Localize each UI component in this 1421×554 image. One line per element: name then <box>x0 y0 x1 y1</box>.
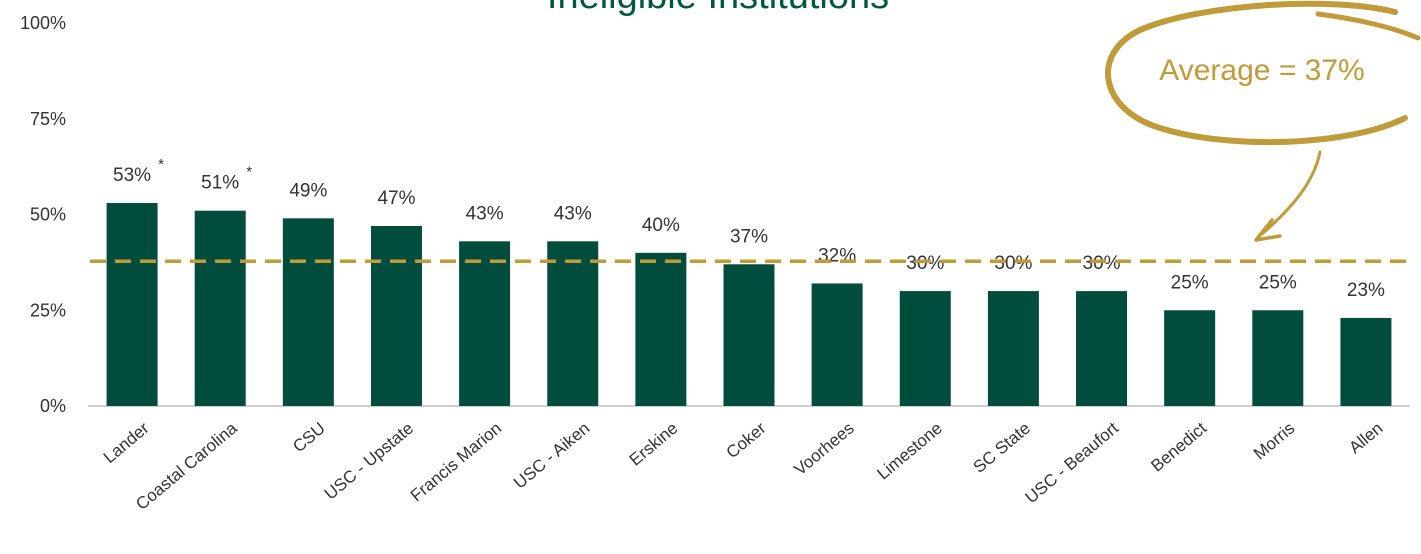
data-label: 49% <box>289 180 327 201</box>
bars <box>106 203 1392 406</box>
category-label: Voorhees <box>790 419 857 480</box>
average-callout-ellipse <box>1105 0 1408 146</box>
category-label: CSU <box>289 419 329 457</box>
category-label: Francis Marion <box>407 419 505 506</box>
data-label: 30% <box>1083 253 1121 274</box>
category-label: SC State <box>970 419 1034 477</box>
bar <box>1164 310 1216 406</box>
data-label: 32% <box>818 245 856 266</box>
y-tick-label: 25% <box>30 300 66 320</box>
category-label: Coker <box>723 418 770 462</box>
y-axis: 0% 25% 50% 75% 100% <box>20 13 66 416</box>
data-label: 25% <box>1171 272 1209 293</box>
bar <box>1252 310 1304 406</box>
bar <box>106 203 158 406</box>
footnote-mark: * <box>158 156 164 173</box>
category-label: USC - Upstate <box>321 419 417 504</box>
category-label: Erskine <box>626 419 682 470</box>
data-label: 30% <box>994 253 1032 274</box>
average-callout-label: Average = 37% <box>1159 54 1364 87</box>
data-label: 53% <box>113 165 151 186</box>
bar <box>811 283 863 406</box>
data-label: 51% <box>201 173 239 194</box>
y-tick-label: 100% <box>20 13 66 33</box>
category-label: USC - Aiken <box>510 419 593 493</box>
bar <box>459 241 511 406</box>
bar <box>1076 291 1128 406</box>
footnote-mark: * <box>246 164 252 181</box>
data-label: 43% <box>554 203 592 224</box>
bar <box>282 218 334 406</box>
data-label: 47% <box>377 188 415 209</box>
bar <box>1340 317 1392 406</box>
data-label: 23% <box>1347 280 1385 301</box>
category-label: Lander <box>100 418 153 467</box>
bar <box>635 252 687 406</box>
data-label: 37% <box>730 226 768 247</box>
y-tick-label: 50% <box>30 205 66 225</box>
data-label: 30% <box>906 253 944 274</box>
y-tick-label: 0% <box>40 396 66 416</box>
bar <box>194 210 246 406</box>
bar <box>987 291 1039 406</box>
data-label: 25% <box>1259 272 1297 293</box>
bar <box>370 225 422 406</box>
data-label: 40% <box>642 215 680 236</box>
data-label: 43% <box>466 203 504 224</box>
average-arrowhead <box>1254 218 1282 242</box>
bar <box>723 264 775 406</box>
category-label: Limestone <box>874 419 946 484</box>
bar <box>547 241 599 406</box>
average-callout-ellipse-inner <box>1315 11 1421 41</box>
y-tick-label: 75% <box>30 109 66 129</box>
category-label: Morris <box>1250 419 1298 464</box>
category-label: USC - Beaufort <box>1022 418 1123 507</box>
average-arrow <box>1260 150 1322 236</box>
chart-title: Ineligible Institutions <box>547 0 889 17</box>
bar <box>899 291 951 406</box>
category-label: Allen <box>1345 419 1386 458</box>
category-label: Benedict <box>1147 418 1210 475</box>
